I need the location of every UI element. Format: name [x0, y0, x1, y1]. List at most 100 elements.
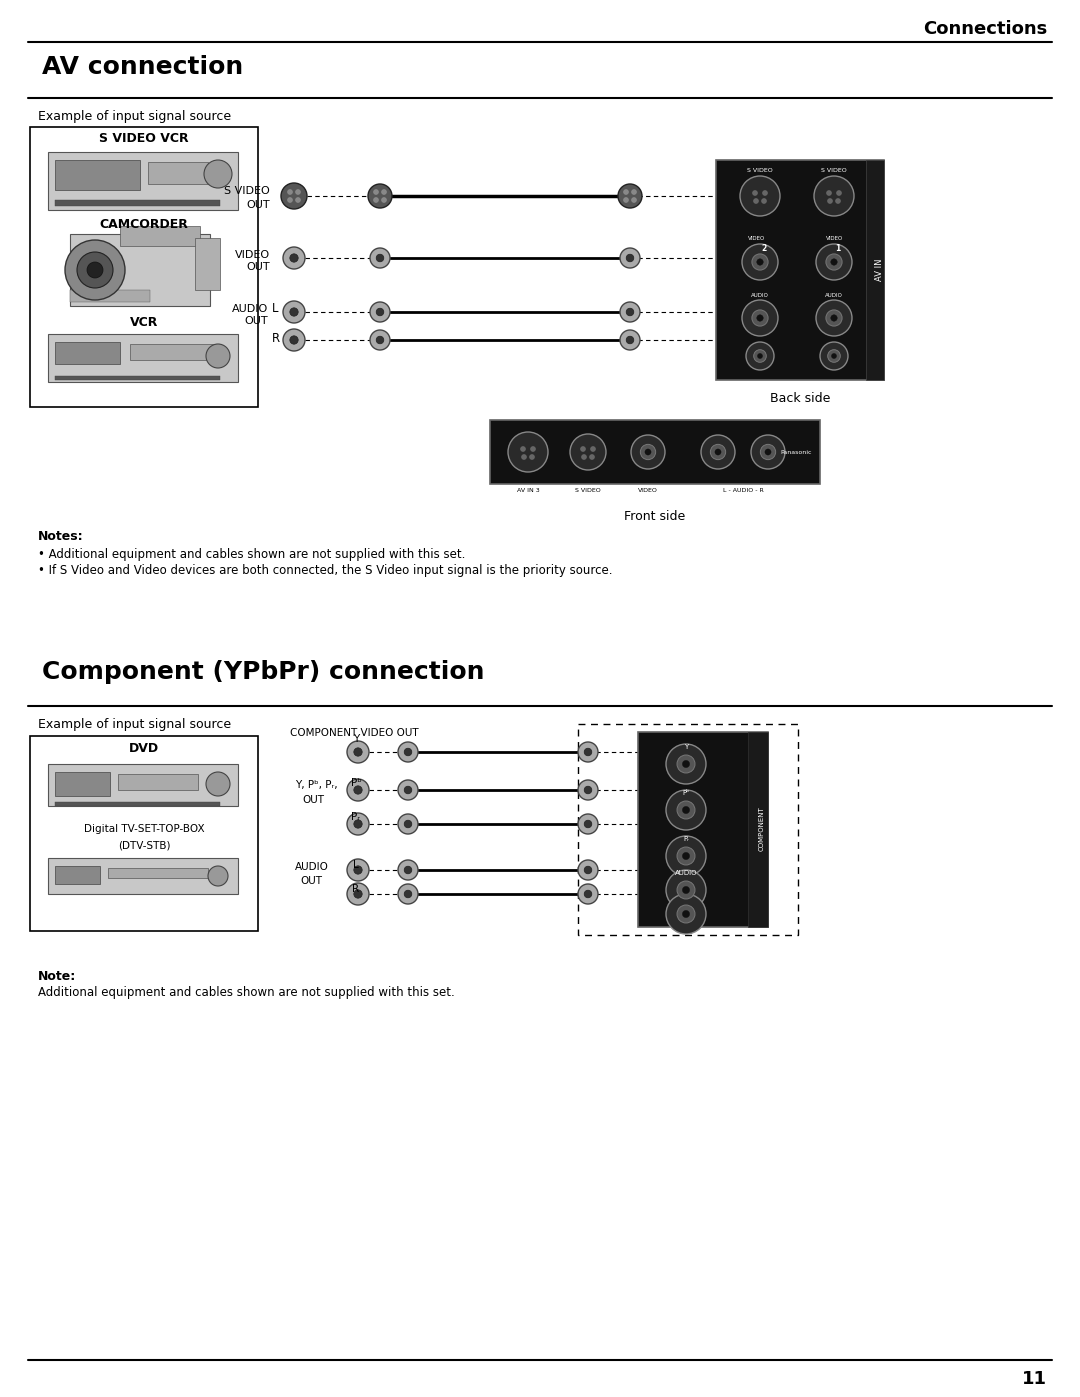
Bar [108, 868, 208, 877]
Text: (DTV-STB): (DTV-STB) [118, 840, 171, 849]
Bar [55, 161, 140, 190]
Circle shape [752, 310, 768, 326]
Circle shape [287, 190, 293, 194]
Text: VIDEO: VIDEO [748, 236, 766, 242]
Bar [48, 858, 238, 894]
Bar [55, 773, 110, 796]
Circle shape [283, 300, 305, 323]
Circle shape [376, 309, 383, 316]
Text: Pᵇ: Pᵇ [683, 789, 689, 796]
Text: L - AUDIO - R: L - AUDIO - R [723, 488, 764, 493]
Circle shape [347, 883, 369, 905]
Circle shape [623, 190, 629, 194]
Bar [638, 732, 768, 928]
Circle shape [816, 300, 852, 337]
Circle shape [354, 747, 362, 756]
Bar [30, 127, 258, 407]
Circle shape [578, 742, 598, 761]
Circle shape [827, 349, 840, 362]
Circle shape [827, 198, 833, 204]
Circle shape [354, 787, 362, 793]
Circle shape [620, 330, 640, 351]
Text: R: R [272, 332, 280, 345]
Bar [866, 161, 885, 380]
Text: Additional equipment and cables shown are not supplied with this set.: Additional equipment and cables shown ar… [38, 986, 455, 999]
Circle shape [584, 866, 592, 873]
Text: OUT: OUT [246, 263, 270, 272]
Circle shape [530, 447, 536, 451]
Bar [55, 376, 220, 380]
Circle shape [578, 861, 598, 880]
Circle shape [374, 197, 378, 203]
Circle shape [354, 866, 362, 875]
Text: OUT: OUT [246, 200, 270, 210]
Circle shape [826, 190, 832, 196]
Circle shape [754, 349, 767, 362]
Circle shape [715, 448, 721, 455]
Text: COMPONENT VIDEO OUT: COMPONENT VIDEO OUT [291, 728, 419, 738]
Circle shape [283, 330, 305, 351]
Circle shape [399, 884, 418, 904]
Circle shape [701, 434, 735, 469]
Circle shape [370, 302, 390, 321]
Circle shape [404, 820, 411, 828]
Circle shape [754, 198, 758, 204]
Text: Notes:: Notes: [38, 529, 83, 543]
Text: L: L [272, 302, 279, 314]
Text: Component (YPbPr) connection: Component (YPbPr) connection [42, 659, 485, 685]
Circle shape [584, 787, 592, 793]
Text: AUDIO: AUDIO [825, 293, 842, 298]
Circle shape [354, 890, 362, 898]
Text: Back side: Back side [770, 393, 831, 405]
Circle shape [283, 247, 305, 270]
Circle shape [581, 454, 586, 460]
Text: Example of input signal source: Example of input signal source [38, 718, 231, 731]
Text: S VIDEO: S VIDEO [821, 168, 847, 173]
Text: Y, Pᵇ, Pᵣ,: Y, Pᵇ, Pᵣ, [295, 780, 338, 789]
Text: VIDEO: VIDEO [638, 488, 658, 493]
Text: AV IN 3: AV IN 3 [516, 488, 539, 493]
Circle shape [666, 894, 706, 935]
Text: DVD: DVD [129, 742, 159, 754]
Circle shape [765, 448, 771, 455]
Bar [578, 724, 798, 935]
Text: Example of input signal source: Example of input signal source [38, 110, 231, 123]
Text: • Additional equipment and cables shown are not supplied with this set.: • Additional equipment and cables shown … [38, 548, 465, 562]
Text: AV connection: AV connection [42, 54, 243, 80]
Circle shape [683, 760, 690, 767]
Text: Pᵣ: Pᵣ [683, 835, 689, 842]
Circle shape [826, 254, 842, 270]
Circle shape [826, 310, 842, 326]
Circle shape [584, 890, 592, 898]
Circle shape [399, 861, 418, 880]
Bar [118, 774, 198, 789]
Circle shape [570, 434, 606, 469]
Text: OUT: OUT [302, 795, 324, 805]
Text: VIDEO: VIDEO [234, 250, 270, 260]
Circle shape [683, 887, 690, 894]
Text: VCR: VCR [130, 316, 158, 330]
Circle shape [742, 300, 778, 337]
Text: Note:: Note: [38, 970, 77, 983]
Circle shape [289, 254, 298, 263]
Text: S VIDEO VCR: S VIDEO VCR [99, 131, 189, 145]
Circle shape [347, 740, 369, 763]
Bar [70, 291, 150, 302]
Text: COMPONENT: COMPONENT [759, 806, 765, 851]
Circle shape [521, 447, 526, 451]
Circle shape [370, 249, 390, 268]
Bar [30, 736, 258, 930]
Circle shape [677, 882, 696, 900]
Circle shape [287, 197, 293, 203]
Circle shape [746, 342, 774, 370]
Circle shape [404, 787, 411, 793]
Circle shape [206, 773, 230, 796]
Circle shape [618, 184, 642, 208]
Circle shape [757, 314, 764, 321]
Bar [55, 802, 220, 806]
Text: Pᵣ: Pᵣ [351, 812, 361, 821]
Bar [70, 235, 210, 306]
Circle shape [590, 454, 594, 460]
Bar [48, 334, 238, 381]
Circle shape [751, 434, 785, 469]
